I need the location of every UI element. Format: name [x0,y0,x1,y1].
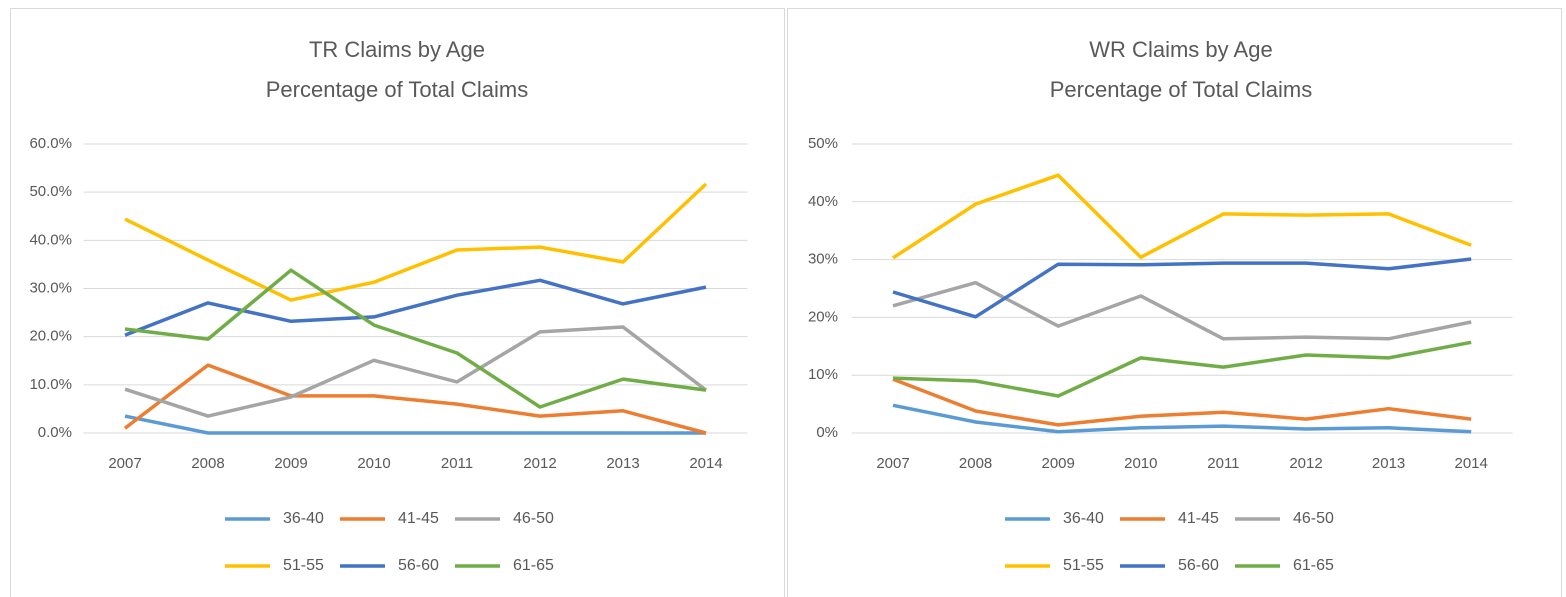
y-tick-label: 40% [808,193,838,210]
series-line [892,403,1472,434]
series-line [124,268,707,409]
series-line [892,340,1472,398]
y-tick-label: 0% [816,424,838,441]
chart-title: TR Claims by Age [309,37,485,62]
legend-label: 36-40 [1063,510,1104,527]
y-tick-label: 30.0% [29,279,72,296]
series-line [892,280,1472,341]
series-line [123,363,707,435]
legend-label: 41-45 [398,510,439,527]
x-tick-label: 2010 [1124,455,1157,472]
y-tick-label: 20% [808,308,838,325]
x-tick-label: 2011 [1207,455,1239,472]
y-tick-label: 50.0% [29,183,72,200]
x-tick-label: 2009 [1042,455,1075,472]
series-line [124,414,706,435]
y-tick-label: 10% [808,366,838,383]
legend-label: 61-65 [513,557,554,574]
x-tick-label: 2011 [441,455,473,472]
legend-label: 46-50 [1293,510,1334,527]
x-tick-label: 2007 [108,455,141,472]
legend-label: 51-55 [1063,557,1104,574]
x-tick-label: 2013 [1372,455,1405,472]
x-tick-label: 2010 [357,455,390,472]
series-line [892,377,1472,427]
series-line [124,325,708,418]
chart-subtitle: Percentage of Total Claims [266,77,529,102]
chart-panel [787,8,1562,597]
chart-panel [10,8,785,597]
y-tick-label: 30% [808,251,838,268]
y-tick-label: 40.0% [29,231,72,248]
y-tick-label: 50% [808,135,838,152]
series-line [892,173,1472,260]
y-tick-label: 20.0% [29,328,72,345]
y-tick-label: 0.0% [38,424,72,441]
x-tick-label: 2013 [606,455,639,472]
legend-label: 56-60 [398,557,439,574]
x-tick-label: 2007 [876,455,909,472]
legend-label: 41-45 [1178,510,1219,527]
x-tick-label: 2012 [1289,455,1322,472]
x-tick-label: 2014 [1455,455,1488,472]
legend-label: 46-50 [513,510,554,527]
series-line [124,278,707,337]
series-line [124,182,708,302]
x-tick-label: 2014 [689,455,722,472]
x-tick-label: 2008 [191,455,224,472]
legend-label: 56-60 [1178,557,1219,574]
chart-title: WR Claims by Age [1089,37,1272,62]
x-tick-label: 2008 [959,455,992,472]
series-line [892,257,1472,319]
legend-label: 51-55 [283,557,324,574]
x-tick-label: 2009 [274,455,307,472]
legend-label: 61-65 [1293,557,1334,574]
legend-label: 36-40 [283,510,324,527]
y-tick-label: 60.0% [29,135,72,152]
y-tick-label: 10.0% [29,376,72,393]
chart-subtitle: Percentage of Total Claims [1050,77,1313,102]
x-tick-label: 2012 [523,455,556,472]
